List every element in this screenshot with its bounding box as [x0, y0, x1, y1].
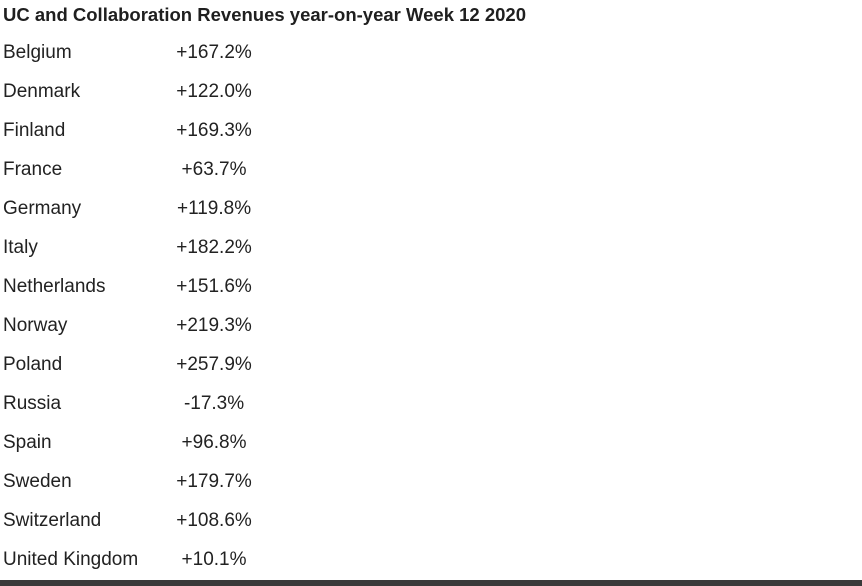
bottom-divider [0, 580, 862, 586]
table-row: Norway +219.3% [0, 306, 260, 345]
table-row: Switzerland +108.6% [0, 501, 260, 540]
value-cell: +63.7% [181, 158, 247, 180]
value-cell: +122.0% [176, 80, 252, 102]
table-row: Denmark +122.0% [0, 72, 260, 111]
country-cell: France [3, 158, 63, 180]
table-row: Italy +182.2% [0, 228, 260, 267]
country-cell: Italy [3, 236, 38, 258]
country-cell: Finland [3, 119, 66, 141]
table-row: United Kingdom +10.1% [0, 540, 260, 579]
value-cell: +182.2% [176, 236, 252, 258]
table-row: Poland +257.9% [0, 345, 260, 384]
value-cell: +169.3% [176, 119, 252, 141]
country-cell: Poland [3, 353, 63, 375]
country-cell: Netherlands [3, 275, 106, 297]
value-cell: +219.3% [176, 314, 252, 336]
country-cell: Russia [3, 392, 62, 414]
table-row: Belgium +167.2% [0, 33, 260, 72]
country-cell: Sweden [3, 470, 72, 492]
table-row: France +63.7% [0, 150, 260, 189]
value-cell: +179.7% [176, 470, 252, 492]
country-cell: Switzerland [3, 509, 102, 531]
table-row: Russia -17.3% [0, 384, 260, 423]
revenue-table-body: Belgium +167.2% Denmark +122.0% Finland … [0, 33, 260, 579]
table-row: Spain +96.8% [0, 423, 260, 462]
revenue-table: Belgium +167.2% Denmark +122.0% Finland … [0, 33, 260, 579]
value-cell: -17.3% [183, 392, 245, 414]
page-title: UC and Collaboration Revenues year-on-ye… [3, 4, 526, 25]
value-cell: +151.6% [176, 275, 252, 297]
value-cell: +167.2% [176, 41, 252, 63]
value-cell: +96.8% [181, 431, 247, 453]
table-row: Netherlands +151.6% [0, 267, 260, 306]
value-cell: +10.1% [181, 548, 247, 570]
value-cell: +119.8% [176, 197, 252, 219]
country-cell: Belgium [3, 41, 72, 63]
country-cell: Denmark [3, 80, 81, 102]
table-row: Germany +119.8% [0, 189, 260, 228]
country-cell: Spain [3, 431, 52, 453]
table-row: Sweden +179.7% [0, 462, 260, 501]
country-cell: Germany [3, 197, 82, 219]
value-cell: +257.9% [176, 353, 252, 375]
table-row: Finland +169.3% [0, 111, 260, 150]
country-cell: United Kingdom [3, 548, 139, 570]
value-cell: +108.6% [176, 509, 252, 531]
country-cell: Norway [3, 314, 68, 336]
